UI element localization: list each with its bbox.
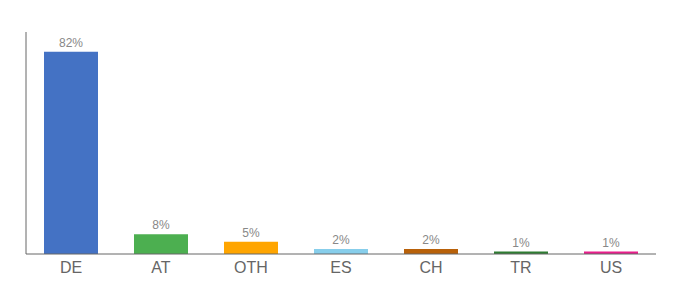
svg-text:TR: TR xyxy=(510,259,531,276)
svg-text:2%: 2% xyxy=(422,233,440,247)
svg-text:OTH: OTH xyxy=(234,259,268,276)
svg-text:US: US xyxy=(600,259,622,276)
svg-text:2%: 2% xyxy=(332,233,350,247)
svg-text:8%: 8% xyxy=(152,218,170,232)
svg-text:1%: 1% xyxy=(512,236,530,250)
svg-text:CH: CH xyxy=(419,259,442,276)
svg-text:DE: DE xyxy=(60,259,82,276)
svg-text:1%: 1% xyxy=(602,236,620,250)
svg-text:82%: 82% xyxy=(59,36,83,50)
svg-text:AT: AT xyxy=(151,259,170,276)
svg-text:ES: ES xyxy=(330,259,351,276)
svg-text:5%: 5% xyxy=(242,226,260,240)
